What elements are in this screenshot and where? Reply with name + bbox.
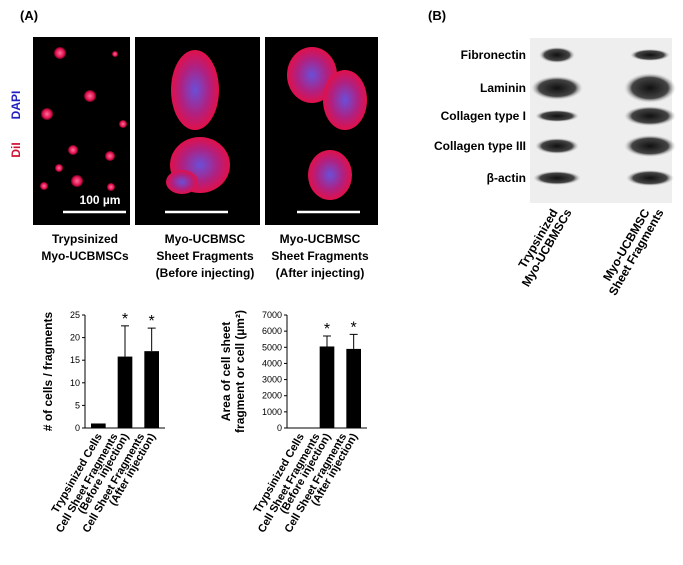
y-tick-label: 4000	[262, 358, 282, 368]
y-tick-label: 0	[75, 423, 80, 433]
bar	[118, 357, 133, 428]
y-tick-label: 0	[277, 423, 282, 433]
blot-row-label: Laminin	[480, 81, 526, 95]
y-tick-label: 10	[70, 378, 80, 388]
blot-row-label: Collagen type III	[434, 139, 526, 153]
stain-label: DAPI	[9, 91, 23, 120]
caption: Myo-UCBMSC	[280, 232, 361, 246]
blot-row-label: Collagen type I	[441, 109, 526, 123]
y-axis-label: Area of cell sheet	[219, 322, 233, 421]
bar	[144, 351, 159, 428]
bar	[346, 349, 361, 428]
scale-bar-label: 100 µm	[80, 193, 121, 207]
caption: (After injecting)	[276, 266, 365, 280]
stain-label: DiI	[9, 142, 23, 157]
blot-row-label: Fibronectin	[461, 48, 526, 62]
y-axis-label: fragment or cell (µm²)	[233, 310, 247, 433]
y-tick-label: 5000	[262, 342, 282, 352]
y-tick-label: 1000	[262, 407, 282, 417]
y-tick-label: 20	[70, 333, 80, 343]
caption: (Before injecting)	[156, 266, 255, 280]
bar	[91, 423, 106, 428]
caption: Sheet Fragments	[271, 249, 369, 263]
panel-label: (A)	[20, 8, 38, 23]
y-tick-label: 3000	[262, 375, 282, 385]
bar	[320, 346, 335, 428]
significance: *	[149, 313, 155, 330]
caption: Myo-UCBMSC	[165, 232, 246, 246]
significance: *	[351, 319, 357, 336]
panel-label: (B)	[428, 8, 446, 23]
y-tick-label: 6000	[262, 326, 282, 336]
blot-row-label: β-actin	[487, 171, 526, 185]
significance: *	[122, 311, 128, 328]
y-tick-label: 5	[75, 400, 80, 410]
y-tick-label: 2000	[262, 391, 282, 401]
y-axis-label: # of cells / fragments	[41, 311, 55, 431]
y-tick-label: 15	[70, 355, 80, 365]
caption: Myo-UCBMSCs	[41, 249, 129, 263]
caption: Sheet Fragments	[156, 249, 254, 263]
y-tick-label: 7000	[262, 310, 282, 320]
y-tick-label: 25	[70, 310, 80, 320]
significance: *	[324, 321, 330, 338]
caption: Trypsinized	[52, 232, 118, 246]
